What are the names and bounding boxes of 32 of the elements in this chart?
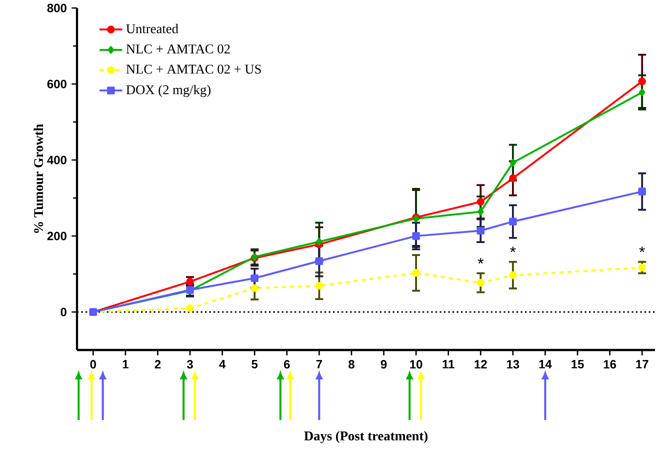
annotation: * — [510, 246, 516, 252]
x-tick-label: 6 — [284, 360, 290, 369]
y-tick-label: 600 — [47, 80, 66, 88]
x-tick-label: 13 — [507, 360, 520, 369]
x-tick-label: 17 — [636, 360, 648, 368]
x-tick-label: 12 — [474, 360, 487, 368]
x-tick-label: 7 — [316, 360, 322, 368]
legend-label: NLC + AMTAC 02 + US — [126, 64, 261, 74]
annotation: * — [639, 246, 645, 252]
x-tick-label: 8 — [348, 360, 354, 369]
x-tick-label: 3 — [186, 360, 193, 369]
x-tick-label: 5 — [252, 360, 258, 368]
annotation: * — [478, 258, 484, 264]
x-tick-label: 15 — [572, 360, 584, 368]
y-axis-title: % Tumour Growth — [34, 124, 44, 233]
legend-label: Untreated — [126, 24, 178, 34]
y-tick-label: 0 — [60, 308, 66, 316]
x-tick-label: 10 — [410, 360, 422, 369]
x-axis-title: Days (Post treatment) — [304, 431, 428, 444]
x-tick-label: 1 — [122, 360, 128, 368]
x-tick-label: 2 — [154, 360, 161, 368]
legend-label: DOX (2 mg/kg) — [126, 84, 210, 97]
x-tick-label: 0 — [90, 360, 96, 369]
y-tick-label: 800 — [47, 4, 66, 12]
y-tick-label: 200 — [47, 232, 66, 240]
x-tick-label: 14 — [539, 360, 552, 368]
y-tick-label: 400 — [47, 156, 66, 164]
x-tick-label: 4 — [219, 360, 226, 368]
x-tick-label: 11 — [442, 360, 454, 368]
x-tick-label: 16 — [604, 360, 616, 369]
legend-label: NLC + AMTAC 02 — [126, 44, 230, 54]
x-tick-label: 9 — [380, 360, 387, 369]
